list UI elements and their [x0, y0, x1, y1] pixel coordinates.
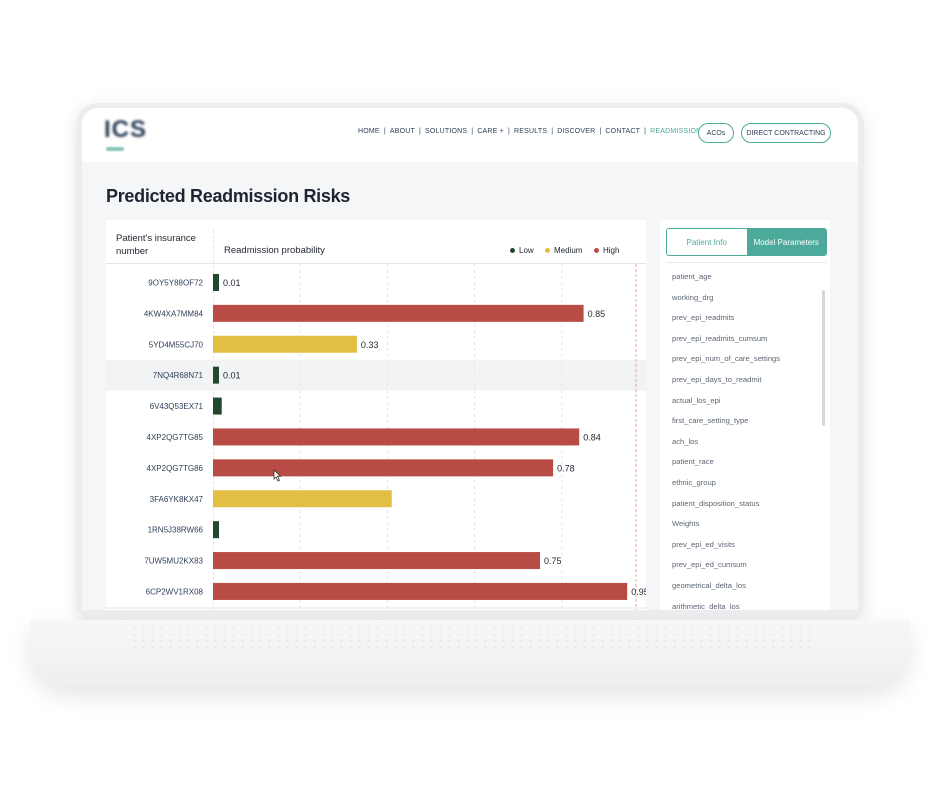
nav-readmission-risks[interactable]: READMISSION RISKS: [650, 128, 726, 135]
nav-separator: |: [644, 128, 647, 135]
bar: [213, 428, 580, 446]
nav-separator: |: [383, 128, 386, 135]
legend-medium-label: Medium: [554, 246, 583, 255]
panel-tabs: Patient Info Model Parameters: [666, 228, 827, 256]
row-id: 4XP2QG7TG85: [147, 433, 204, 442]
nav-separator: |: [551, 128, 554, 135]
tab-model-parameters[interactable]: Model Parameters: [746, 229, 826, 255]
bar-value-label: 0.75: [544, 556, 562, 566]
header-divider: [106, 263, 646, 264]
bar: [213, 366, 219, 384]
parameter-scrollbar[interactable]: [822, 290, 825, 426]
tab-patient-info[interactable]: Patient Info: [667, 229, 747, 255]
bar-value-label: 0.95: [631, 587, 646, 597]
parameter-item[interactable]: prev_epi_ed_cumsum: [672, 560, 747, 570]
legend-low-label: Low: [519, 246, 534, 255]
bar: [213, 304, 584, 322]
nav-separator: |: [599, 128, 602, 135]
parameter-item[interactable]: patient_race: [672, 457, 714, 467]
probability-column-header: Readmission probability: [224, 245, 325, 256]
bar-value-label: 0.33: [361, 340, 379, 350]
bar: [213, 273, 219, 291]
bar-value-label: 0.01: [223, 278, 241, 288]
parameter-item[interactable]: ach_los: [672, 436, 699, 446]
bar: [213, 335, 357, 353]
legend-high-label: High: [603, 246, 620, 255]
bar: [213, 397, 222, 415]
parameter-item[interactable]: patient_age: [672, 272, 712, 281]
row-id: 6V43Q53EX71: [150, 402, 204, 411]
nav-contact[interactable]: CONTACT: [605, 128, 641, 135]
row-id: 9OY5Y88OF72: [148, 278, 203, 287]
bar-value-label: 0.01: [223, 371, 241, 381]
legend-low: Low: [510, 246, 534, 255]
parameters-panel: Patient Info Model Parameters patient_ag…: [660, 220, 830, 610]
row-id: 4KW4XA7MM84: [144, 309, 204, 318]
column-divider: [213, 230, 214, 610]
nav-care[interactable]: CARE +: [477, 128, 504, 135]
bar: [213, 490, 392, 508]
nav-separator: |: [471, 128, 474, 135]
parameter-item[interactable]: prev_epi_ed_visits: [672, 539, 735, 549]
logo-accent: [106, 147, 124, 151]
nav-solutions[interactable]: SOLUTIONS: [425, 128, 468, 135]
logo[interactable]: ICS: [104, 116, 148, 151]
parameter-item[interactable]: prev_epi_num_of_care_settings: [672, 354, 781, 364]
bar-value-label: 0.85: [588, 309, 606, 319]
row-id: 7NQ4R68N71: [153, 371, 204, 380]
chart-panel: Patient's insurance number Readmission p…: [106, 220, 646, 610]
legend-low-dot: [510, 248, 515, 253]
bar: [213, 459, 554, 477]
bar: [213, 552, 540, 570]
main-nav: HOME | ABOUT | SOLUTIONS | CARE + | RESULTS | DISC…: [354, 128, 730, 135]
acos-button[interactable]: ACOs: [698, 123, 734, 143]
legend-medium: Medium: [545, 246, 582, 255]
parameter-item[interactable]: arithmetic_delta_los: [672, 601, 740, 611]
nav-discover[interactable]: DISCOVER: [557, 128, 596, 135]
highlighted-row-bg: [106, 359, 646, 391]
row-id: 7UW5MU2KX83: [144, 557, 203, 566]
legend-high: High: [594, 246, 619, 255]
parameter-item[interactable]: Weights: [672, 519, 700, 529]
parameter-item[interactable]: prev_epi_readmits: [672, 313, 735, 323]
nav-about[interactable]: ABOUT: [389, 128, 415, 135]
parameter-item[interactable]: actual_los_epi: [672, 395, 721, 405]
legend-high-dot: [594, 248, 599, 253]
parameter-item[interactable]: first_care_setting_type: [672, 416, 749, 426]
nav-results[interactable]: RESULTS: [514, 128, 548, 135]
row-id: 1RN5J38RW66: [148, 526, 204, 535]
bar: [213, 582, 628, 600]
page-title: Predicted Readmission Risks: [106, 186, 350, 206]
row-id: 6CP2WV1RX08: [146, 587, 204, 596]
screen: ICS HOME | ABOUT | SOLUTIONS | CARE + | RESULTS |…: [82, 108, 858, 610]
row-id: 5YD4M55CJ70: [149, 340, 204, 349]
bar: [213, 521, 219, 539]
id-column-header: Patient's insurance number: [116, 233, 196, 257]
nav-home[interactable]: HOME: [358, 128, 380, 135]
nav-separator: |: [507, 128, 511, 135]
panel-divider: [666, 262, 827, 263]
bar-value-label: 0.84: [583, 432, 601, 442]
direct-contracting-button[interactable]: DIRECT CONTRACTING: [741, 123, 831, 143]
parameter-item[interactable]: prev_epi_readmits_cumsum: [672, 333, 768, 343]
parameter-item[interactable]: prev_epi_days_to_readmit: [672, 374, 762, 384]
parameter-item[interactable]: ethnic_group: [672, 477, 716, 487]
logo-text: ICS: [104, 116, 148, 143]
row-id: 3FA6YK8KX47: [150, 495, 204, 504]
readmission-bar-chart: 9OY5Y88OF72 0.01 4KW4XA7MM84 0.85 5YD4M55CJ7…: [106, 264, 646, 610]
legend-medium-dot: [545, 248, 550, 253]
parameter-item[interactable]: patient_disposition_status: [672, 498, 760, 508]
mouse-cursor-icon: [273, 469, 282, 482]
bar-value-label: 0.78: [557, 463, 575, 473]
parameter-item[interactable]: working_drg: [672, 292, 714, 302]
row-id: 4XP2QG7TG86: [147, 464, 204, 473]
site-header: ICS HOME | ABOUT | SOLUTIONS | CARE + | RESULTS |…: [82, 108, 858, 162]
keyboard: [130, 626, 810, 648]
parameter-item[interactable]: geometrical_delta_los: [672, 580, 746, 590]
nav-separator: |: [418, 128, 421, 135]
